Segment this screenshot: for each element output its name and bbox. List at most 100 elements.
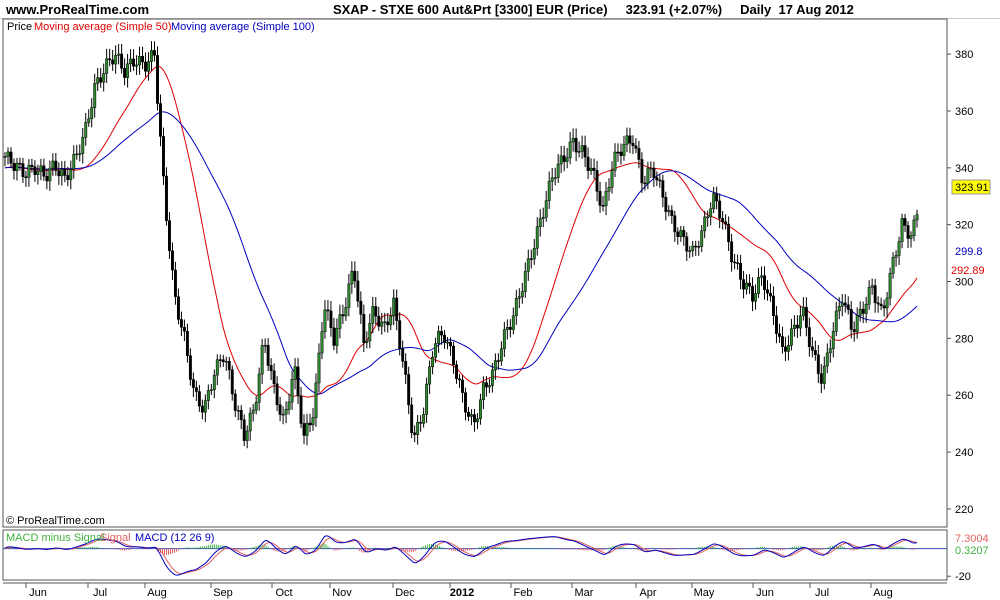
candle-body (440, 331, 444, 336)
candle-body (520, 291, 524, 298)
candle-body (700, 230, 704, 247)
candle-body (245, 430, 249, 441)
candle-body (496, 360, 500, 362)
candle-body (323, 309, 327, 332)
candle-body (380, 321, 384, 327)
candle-body (206, 390, 210, 401)
site-name[interactable]: www.ProRealTime.com (6, 2, 150, 17)
candle-body (801, 306, 805, 317)
candle-body (772, 295, 775, 317)
candle-body (652, 167, 656, 178)
candle-body (168, 220, 171, 252)
candle-body (679, 230, 683, 238)
copyright: © ProRealTime.com (6, 515, 105, 527)
candle-body (452, 345, 455, 365)
candle-body (634, 145, 638, 149)
candle-body (843, 302, 847, 305)
candle-body (105, 58, 109, 74)
candle-body (493, 360, 497, 371)
candle-body (673, 215, 677, 233)
candle-body (616, 151, 620, 154)
candle-body (649, 167, 653, 170)
candle-body (484, 382, 488, 388)
candle-body (150, 50, 153, 62)
candle-body (529, 258, 533, 260)
candle-body (607, 187, 611, 192)
candle-body (804, 306, 808, 328)
candle-body (739, 263, 743, 280)
candle-body (691, 245, 695, 251)
candle-body (571, 138, 575, 143)
y-tick-label: 260 (955, 390, 973, 402)
candle-body (685, 236, 689, 252)
candle-body (676, 231, 680, 238)
candle-body (251, 409, 255, 414)
candle-body (715, 193, 719, 202)
candle-body (398, 320, 402, 349)
candle-body (867, 287, 871, 305)
candle-body (36, 171, 40, 175)
candle-body (532, 248, 536, 260)
candle-body (15, 162, 19, 171)
candle-body (437, 331, 441, 344)
candle-body (425, 383, 429, 415)
candle-body (102, 73, 106, 83)
candle-body (347, 283, 351, 308)
candle-body (900, 218, 904, 242)
candle-body (377, 315, 381, 327)
candle-body (766, 289, 769, 294)
candle-body (24, 176, 28, 179)
candle-body (816, 354, 820, 374)
candle-body (915, 214, 919, 221)
y-tick-label: 380 (955, 49, 973, 61)
candle-body (586, 156, 590, 171)
legend-macd: MACD (12 26 9) (135, 532, 214, 544)
candle-body (517, 296, 521, 299)
candle-body (293, 366, 297, 380)
candle-body (138, 56, 142, 66)
legend-macd-hist: MACD minus Signal (6, 532, 104, 544)
y-tick-label: 280 (955, 333, 973, 345)
candle-body (123, 68, 127, 78)
candle-body (317, 352, 321, 384)
x-tick-label: Nov (332, 587, 352, 599)
candle-body (559, 155, 563, 165)
candle-body (242, 419, 246, 441)
candle-body (730, 241, 734, 263)
candle-body (882, 305, 886, 309)
candle-body (628, 135, 632, 144)
x-tick-label: Jun (29, 587, 47, 599)
candle-body (550, 177, 554, 182)
candle-body (873, 285, 877, 304)
candle-body (864, 303, 868, 314)
candle-body (470, 414, 473, 417)
x-tick-label: Jul (815, 587, 829, 599)
candle-body (443, 334, 447, 343)
candle-body (90, 107, 94, 120)
candle-body (239, 409, 243, 421)
macd-line (4, 535, 918, 576)
candle-body (290, 379, 294, 403)
candle-body (272, 370, 276, 385)
candle-body (610, 169, 614, 188)
y-tick-label: 320 (955, 220, 973, 232)
candle-body (613, 151, 617, 171)
candle-body (643, 182, 647, 185)
candle-body (51, 160, 55, 169)
candle-body (326, 309, 330, 312)
y-tick-label: 340 (955, 163, 973, 175)
candle-body (461, 379, 464, 393)
candle-body (891, 257, 895, 274)
candle-body (45, 176, 49, 182)
legend-macd-signal: Signal (100, 532, 131, 544)
x-tick-label: 2012 (450, 587, 474, 599)
candle-body (359, 300, 363, 315)
candle-body (879, 303, 883, 307)
candle-body (473, 414, 476, 423)
candle-body (458, 378, 461, 381)
candle-body (281, 413, 285, 416)
candle-body (275, 383, 279, 405)
candle-body (269, 365, 273, 372)
candle-body (117, 53, 121, 56)
